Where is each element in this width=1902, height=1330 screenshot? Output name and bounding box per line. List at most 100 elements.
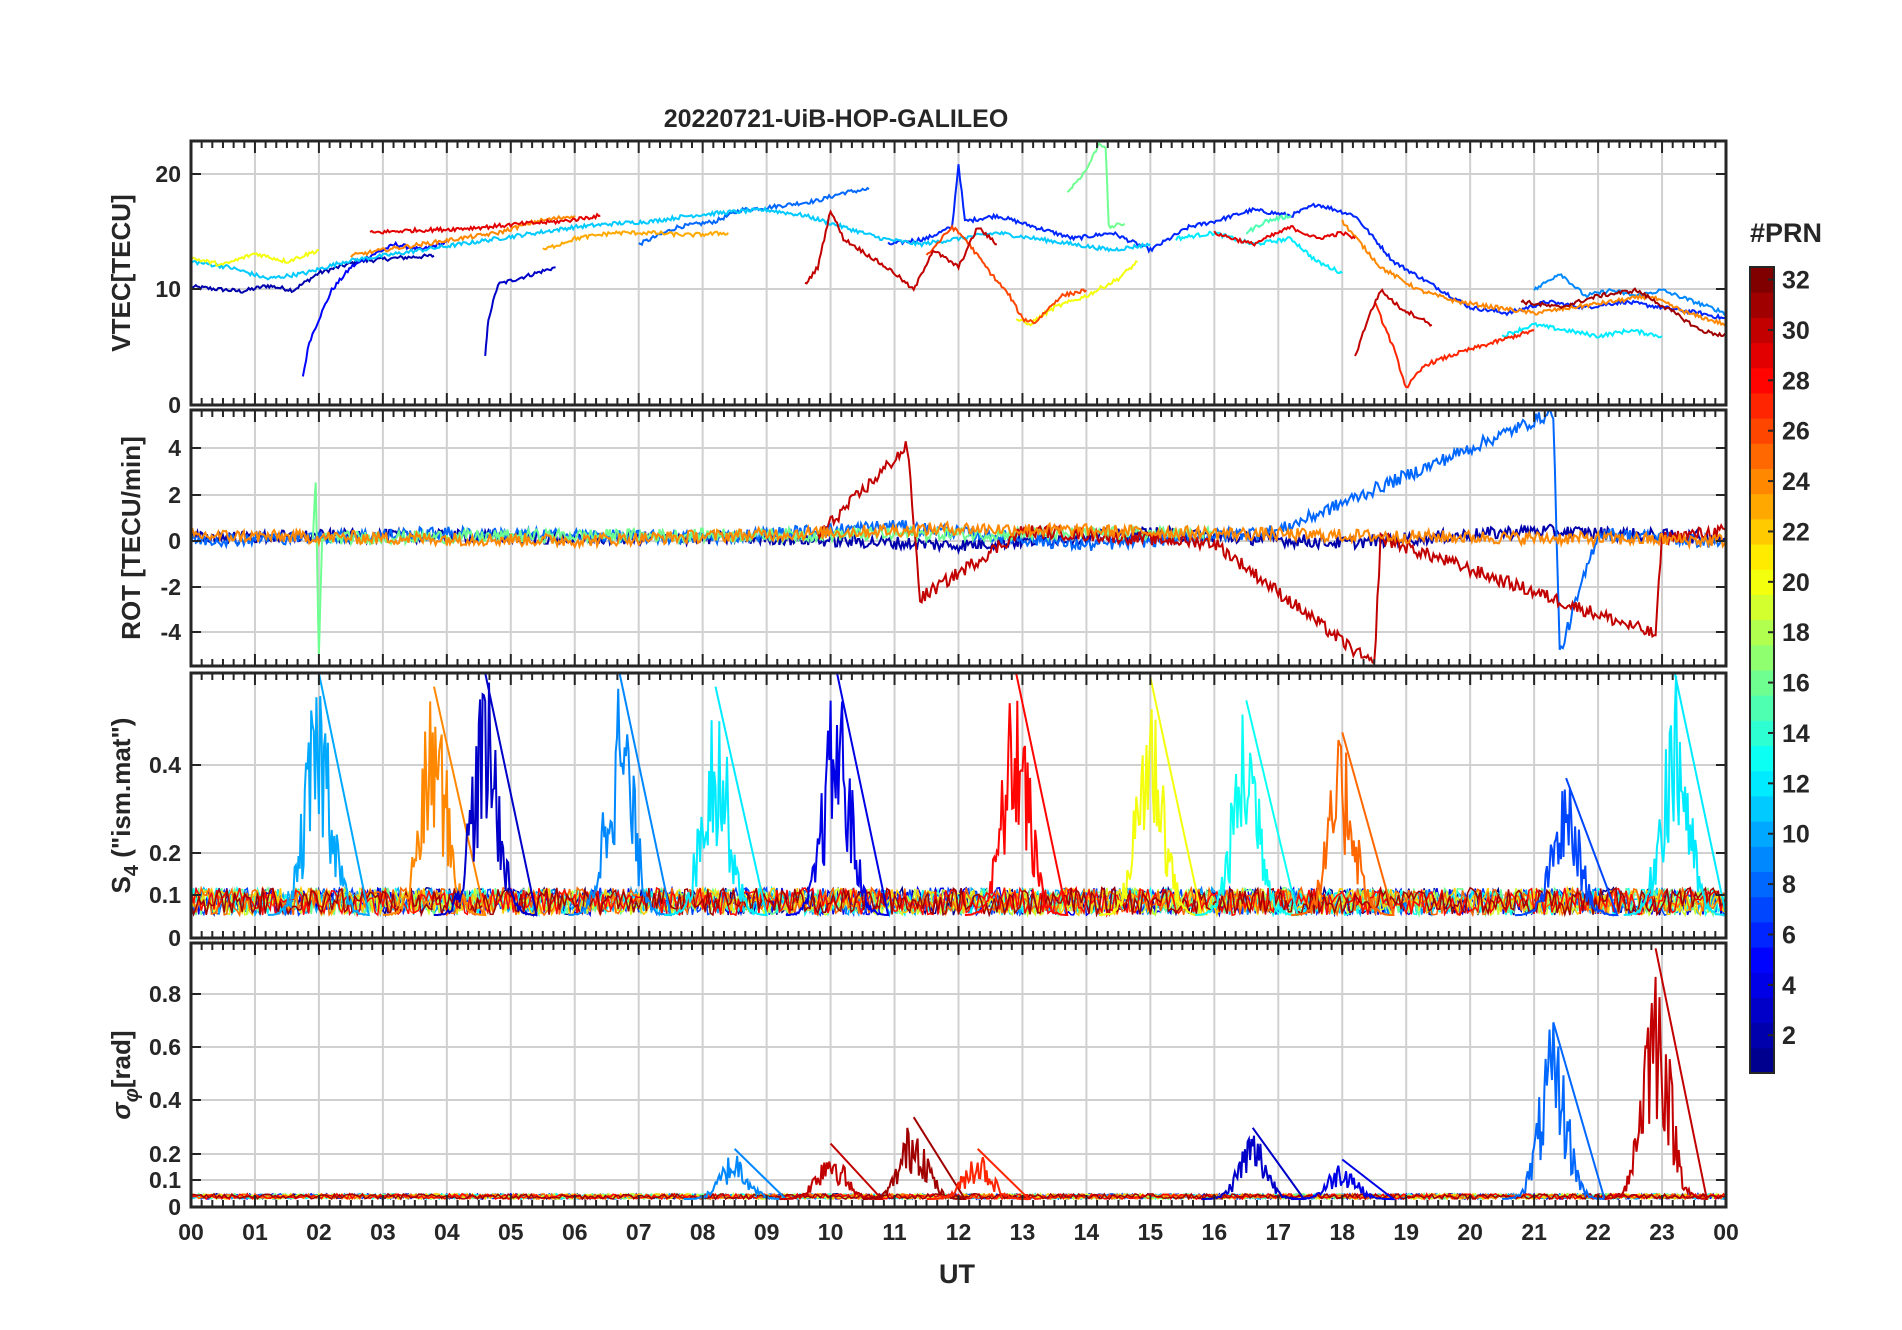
- series-line-prn-29: [369, 212, 601, 235]
- colorbar-tick-label: 24: [1782, 468, 1810, 496]
- series-peak-prn-30: [779, 1142, 884, 1201]
- colorbar-tick-label: 4: [1782, 972, 1796, 1000]
- series-line-prn-30: [1354, 288, 1433, 357]
- series-line-prn-27: [1373, 302, 1535, 389]
- colorbar-frame: [1749, 266, 1775, 1074]
- x-tick-label: 04: [434, 1219, 460, 1245]
- y-axis-label-4: σφ[rad]: [106, 1030, 143, 1119]
- panel-4: 00.10.20.40.60.8σφ[rad]: [106, 941, 1728, 1220]
- series-peak-prn-4: [785, 673, 890, 917]
- series-peak-prn-12: [1623, 673, 1726, 916]
- series-line-prn-24: [1341, 219, 1726, 327]
- x-tick-label: 00: [178, 1219, 204, 1245]
- series-line-prn-5: [301, 239, 448, 377]
- y-tick-label: 0: [168, 528, 181, 554]
- x-tick-label: 19: [1393, 1219, 1419, 1245]
- y-tick-label: 0.4: [149, 752, 181, 778]
- colorbar-segment: [1750, 695, 1774, 721]
- colorbar-tick-label: 2: [1782, 1022, 1796, 1050]
- y-axis-label-main: σ: [106, 1101, 136, 1120]
- panel-3: 00.10.20.4S4 ("ism.mat"): [106, 671, 1728, 951]
- series-peak-prn-3: [1201, 1127, 1306, 1201]
- colorbar-tick-label: 6: [1782, 921, 1796, 949]
- series-line-prn-12: [1501, 321, 1663, 339]
- x-tick-label: 09: [754, 1219, 780, 1245]
- x-tick-label: 08: [690, 1219, 716, 1245]
- x-axis-label: UT: [939, 1259, 975, 1289]
- y-tick-label: 0.6: [149, 1034, 181, 1060]
- y-tick-label: 0: [168, 392, 181, 418]
- series-line-prn-6: [887, 164, 1726, 321]
- y-tick-label: 0.4: [149, 1087, 181, 1113]
- x-tick-label: 01: [242, 1219, 268, 1245]
- x-tick-label: 11: [882, 1219, 907, 1245]
- colorbar-segment: [1750, 292, 1774, 318]
- colorbar-tick-label: 32: [1782, 267, 1810, 295]
- colorbar-tick-label: 26: [1782, 418, 1810, 446]
- chart-title: 20220721-UiB-HOP-GALILEO: [664, 105, 1009, 133]
- x-tick-label: 20: [1457, 1219, 1483, 1245]
- series-peak-prn-9: [568, 673, 672, 917]
- series-line-prn-11: [191, 206, 1151, 281]
- series-line-prn-9: [1533, 273, 1726, 316]
- colorbar-tick-label: 18: [1782, 619, 1810, 647]
- y-axis-label-3: S4 ("ism.mat"): [106, 718, 143, 894]
- colorbar-segment: [1750, 745, 1774, 772]
- series-line-prn-3: [484, 266, 556, 356]
- x-tick-label: 13: [1010, 1219, 1036, 1245]
- series-peak-prn-10: [267, 673, 371, 917]
- series-baseline-prn-31: [191, 886, 1726, 918]
- series-peak-prn-24: [382, 686, 487, 917]
- y-tick-label: 2: [168, 482, 181, 508]
- series-line-prn-31: [1520, 287, 1726, 338]
- series-peak-prn-4: [1291, 1158, 1397, 1201]
- series-baseline-prn-19: [191, 886, 1726, 918]
- colorbar-title: #PRN: [1750, 218, 1822, 248]
- colorbar-segment: [1750, 846, 1774, 872]
- x-tick-label: 00: [1713, 1219, 1739, 1245]
- x-tick-label: 02: [306, 1219, 332, 1245]
- y-axis-label-rest: [rad]: [106, 1030, 136, 1088]
- x-tick-label: 14: [1074, 1219, 1100, 1245]
- series-group: [191, 673, 1726, 918]
- colorbar-segment: [1750, 392, 1774, 419]
- x-tick-label: 06: [562, 1219, 588, 1245]
- y-tick-label: 0: [168, 925, 181, 951]
- series-line-prn-2: [191, 253, 435, 294]
- series-group: [191, 142, 1726, 389]
- colorbar-segment: [1750, 342, 1774, 369]
- series-line-prn-24: [350, 214, 576, 258]
- colorbar-tick-label: 10: [1782, 821, 1810, 849]
- series-line-prn-12: [1175, 230, 1343, 275]
- x-tick-label: 03: [370, 1219, 396, 1245]
- series-line-prn-24: [191, 520, 1726, 551]
- colorbar-segment: [1750, 644, 1774, 671]
- colorbar-segment: [1750, 947, 1774, 973]
- colorbar-segment: [1750, 443, 1774, 469]
- colorbar-tick-label: 12: [1782, 770, 1810, 798]
- x-tick-label: 22: [1585, 1219, 1611, 1245]
- y-tick-label: 20: [155, 161, 181, 187]
- y-tick-label: 4: [168, 435, 181, 461]
- y-tick-label: 0.2: [149, 840, 181, 866]
- series-group: [191, 410, 1726, 664]
- x-tick-label: 07: [626, 1219, 652, 1245]
- y-axis-label-2: ROT [TECU/min]: [116, 436, 146, 640]
- series-line-prn-29: [1213, 225, 1356, 248]
- series-line-prn-20: [191, 249, 319, 267]
- x-tick-label: 23: [1649, 1219, 1675, 1245]
- x-tick-label: 16: [1202, 1219, 1228, 1245]
- colorbar-tick-label: 16: [1782, 670, 1810, 698]
- colorbar-tick-label: 30: [1782, 317, 1810, 345]
- series-line-prn-23: [542, 229, 730, 251]
- series-peak-prn-8: [1502, 1021, 1606, 1201]
- series-peak-prn-20: [1099, 677, 1203, 917]
- panel-2: -4 -2 0 2 4 ROT [TECU/min]: [116, 408, 1728, 668]
- colorbar-segment: [1750, 997, 1774, 1024]
- panel-1: 0 10 20 VTEC[TECU]: [106, 139, 1728, 418]
- colorbar-segment: [1750, 493, 1774, 520]
- colorbar-segment: [1750, 896, 1774, 923]
- x-tick-label: 05: [498, 1219, 524, 1245]
